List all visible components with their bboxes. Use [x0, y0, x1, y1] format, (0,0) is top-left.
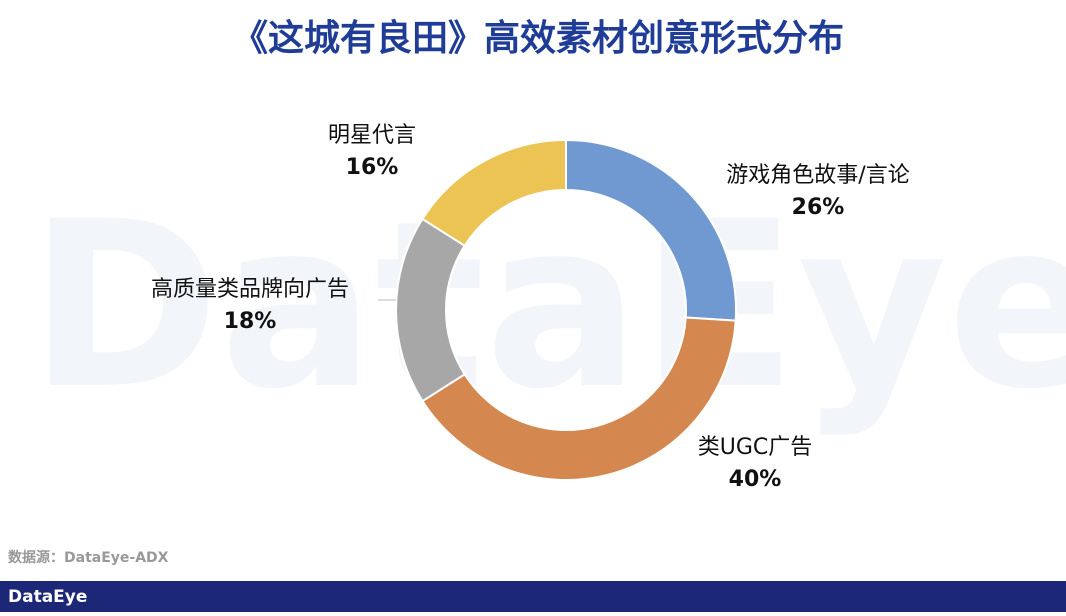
- value-label: 18%: [224, 309, 277, 334]
- source: 数据源：DataEye-ADX: [8, 549, 169, 566]
- slice-label: 高质量类品牌向广告: [151, 277, 349, 302]
- brand: DataEye: [8, 587, 87, 607]
- value-label: 26%: [792, 195, 845, 220]
- watermark: DataEye: [29, 173, 1066, 440]
- footer-bar: [0, 581, 1066, 612]
- slice-label: 游戏角色故事/言论: [726, 163, 909, 188]
- slice-label: 明星代言: [328, 123, 416, 148]
- slice-label: 类UGC广告: [698, 435, 813, 460]
- value-label: 16%: [346, 155, 399, 180]
- donut: [394, 138, 737, 482]
- chart-title: 《这城有良田》高效素材创意形式分布: [232, 18, 844, 59]
- slice: [421, 138, 567, 248]
- slice: [421, 316, 737, 482]
- value-label: 40%: [729, 467, 782, 492]
